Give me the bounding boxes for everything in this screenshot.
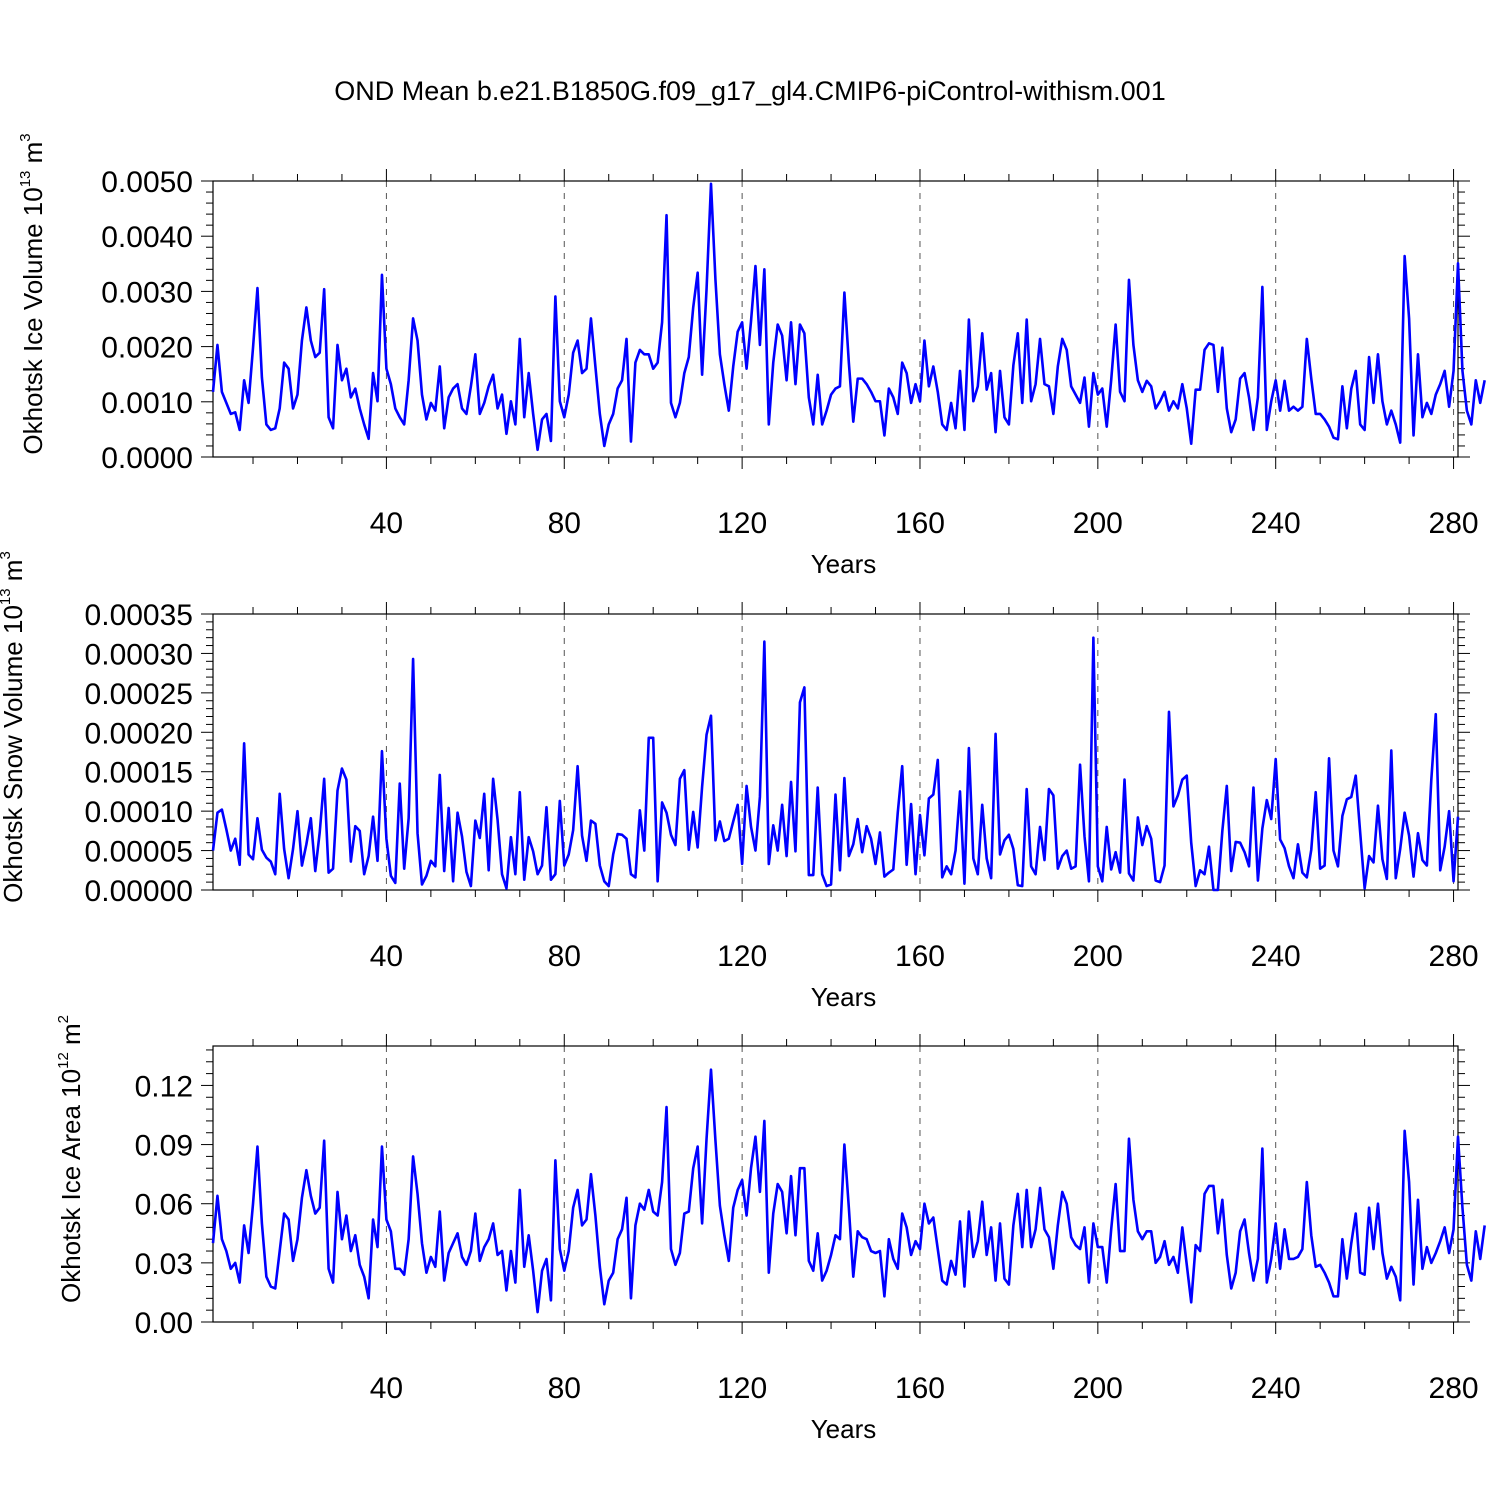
x-tick-label: 280	[1429, 940, 1479, 973]
y-tick-label: 0.09	[135, 1130, 193, 1163]
y-tick-label: 0.00005	[85, 836, 193, 869]
x-axis-title: Years	[811, 1414, 877, 1444]
series-line-ice-volume	[211, 182, 1486, 452]
x-tick-label: 240	[1251, 1372, 1301, 1405]
y-tick-label: 0.00030	[85, 638, 193, 671]
y-axis-title: Okhotsk Ice Area 1012 m2	[55, 1015, 86, 1303]
chart-snow-volume: 0.00000 0.00005 0.00010 0.00015 0.00020 0.000…	[0, 551, 1479, 1012]
x-tick-label: 200	[1073, 940, 1123, 973]
series-line-snow-volume	[211, 636, 1460, 892]
x-tick-label: 80	[548, 940, 581, 973]
y-tick-label: 0.00015	[85, 757, 193, 790]
x-tick-label: 120	[717, 507, 767, 540]
plot-frame	[212, 180, 1459, 458]
y-tick-label: 0.12	[135, 1070, 193, 1103]
y-tick-label: 0.0020	[101, 332, 193, 365]
y-axis-title: Okhotsk Ice Volume 1013 m3	[17, 133, 48, 454]
y-tick-label: 0.00	[135, 1307, 193, 1340]
plot-frame	[212, 1045, 1459, 1323]
x-axis-title: Years	[811, 982, 877, 1012]
x-tick-label: 160	[895, 940, 945, 973]
x-tick-label: 240	[1251, 507, 1301, 540]
y-tick-label: 0.0000	[101, 442, 193, 475]
y-tick-label: 0.03	[135, 1248, 193, 1281]
x-tick-label: 200	[1073, 1372, 1123, 1405]
y-axis-title: Okhotsk Snow Volume 1013 m3	[0, 551, 28, 903]
x-tick-label: 160	[895, 1372, 945, 1405]
x-tick-label: 80	[548, 1372, 581, 1405]
y-tick-label: 0.00000	[85, 875, 193, 908]
y-tick-label: 0.0050	[101, 166, 193, 199]
y-tick-label: 0.0030	[101, 276, 193, 309]
plot-frame	[212, 613, 1459, 891]
chart-ice-volume: 0.0000 0.0010 0.0020 0.0030 0.0040 0.0050 40 80…	[17, 133, 1486, 579]
x-tick-label: 40	[370, 940, 403, 973]
x-tick-label: 200	[1073, 507, 1123, 540]
x-tick-label: 40	[370, 507, 403, 540]
x-tick-label: 120	[717, 1372, 767, 1405]
x-tick-label: 160	[895, 507, 945, 540]
x-tick-label: 280	[1429, 507, 1479, 540]
chart-ice-area: 0.00 0.03 0.06 0.09 0.12 40 80 120 160 200 240 280 Y…	[55, 1015, 1486, 1444]
y-tick-label: 0.06	[135, 1189, 193, 1222]
y-tick-label: 0.00025	[85, 678, 193, 711]
y-tick-label: 0.00035	[85, 599, 193, 632]
x-tick-label: 280	[1429, 1372, 1479, 1405]
y-tick-label: 0.0010	[101, 387, 193, 420]
x-tick-label: 240	[1251, 940, 1301, 973]
series-line-ice-area	[211, 1068, 1486, 1314]
x-tick-label: 120	[717, 940, 767, 973]
page-title: OND Mean b.e21.B1850G.f09_g17_gl4.CMIP6-…	[334, 76, 1166, 106]
x-tick-label: 80	[548, 507, 581, 540]
y-tick-label: 0.00010	[85, 796, 193, 829]
y-tick-label: 0.0040	[101, 221, 193, 254]
x-axis-title: Years	[811, 549, 877, 579]
y-tick-label: 0.00020	[85, 717, 193, 750]
x-tick-label: 40	[370, 1372, 403, 1405]
